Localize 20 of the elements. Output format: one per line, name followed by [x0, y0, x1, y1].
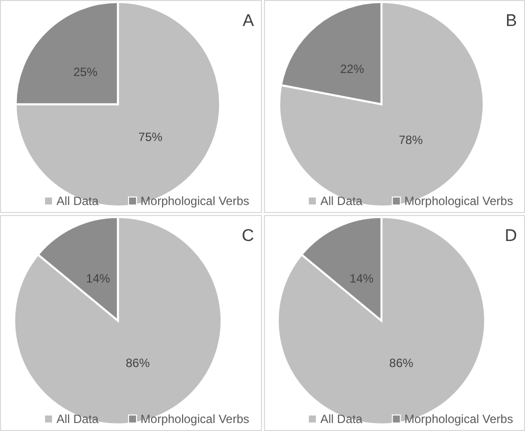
text: C [242, 226, 254, 245]
data-label: 86% [126, 356, 150, 370]
data-label: 22% [340, 62, 364, 76]
data-label: 25% [73, 64, 98, 79]
data-label: 75% [138, 130, 163, 144]
legend-label: Morphological Verbs [140, 412, 250, 426]
text: A [242, 11, 255, 30]
legend-label: Morphological Verbs [140, 194, 250, 208]
text: B [506, 11, 517, 30]
legend-label: All Data [320, 412, 363, 426]
legend-label: Morphological Verbs [404, 194, 514, 208]
data-label: 86% [389, 356, 414, 370]
data-label: 78% [398, 132, 424, 147]
data-label: 14% [86, 272, 110, 286]
legend-label: All Data [56, 194, 99, 208]
legend-label: Morphological Verbs [404, 412, 514, 426]
text: D [504, 226, 517, 245]
legend-label: All Data [56, 412, 99, 426]
legend-label: All Data [320, 194, 363, 208]
data-label: 14% [350, 272, 374, 286]
